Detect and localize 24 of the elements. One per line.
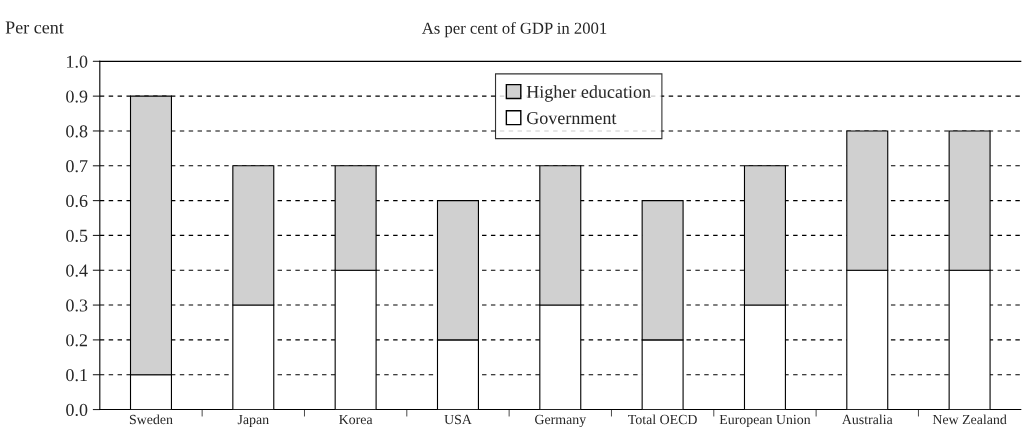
y-tick-label: 0.8 [66, 125, 88, 138]
y-axis-title: Per cent [5, 21, 64, 34]
y-tick-label: 0.7 [66, 160, 88, 173]
x-tick-label: New Zealand [932, 414, 1007, 425]
y-tick-label: 0.2 [66, 334, 88, 347]
y-tick-label: 0.0 [66, 403, 88, 417]
x-tick-label: Australia [841, 414, 893, 425]
y-tick-label: 1.0 [67, 55, 88, 68]
legend-label: Higher education [526, 85, 651, 102]
y-tick-label: 0.1 [66, 368, 87, 382]
x-tick-label: Japan [237, 414, 269, 427]
y-tick-label: 0.6 [66, 194, 88, 208]
x-tick-label: Sweden [129, 414, 173, 425]
x-tick-label: European Union [719, 414, 811, 427]
y-tick-label: 0.4 [66, 264, 88, 277]
legend-label: Government [526, 111, 617, 125]
y-tick-label: 0.9 [66, 90, 88, 103]
x-tick-label: USA [444, 414, 472, 425]
y-tick-label: 0.3 [66, 299, 88, 312]
x-tick-label: Germany [535, 414, 587, 427]
x-tick-label: Korea [339, 414, 373, 425]
x-tick-label: Total OECD [628, 414, 697, 425]
chart-subtitle: As per cent of GDP in 2001 [421, 21, 607, 38]
y-tick-label: 0.5 [66, 229, 88, 242]
